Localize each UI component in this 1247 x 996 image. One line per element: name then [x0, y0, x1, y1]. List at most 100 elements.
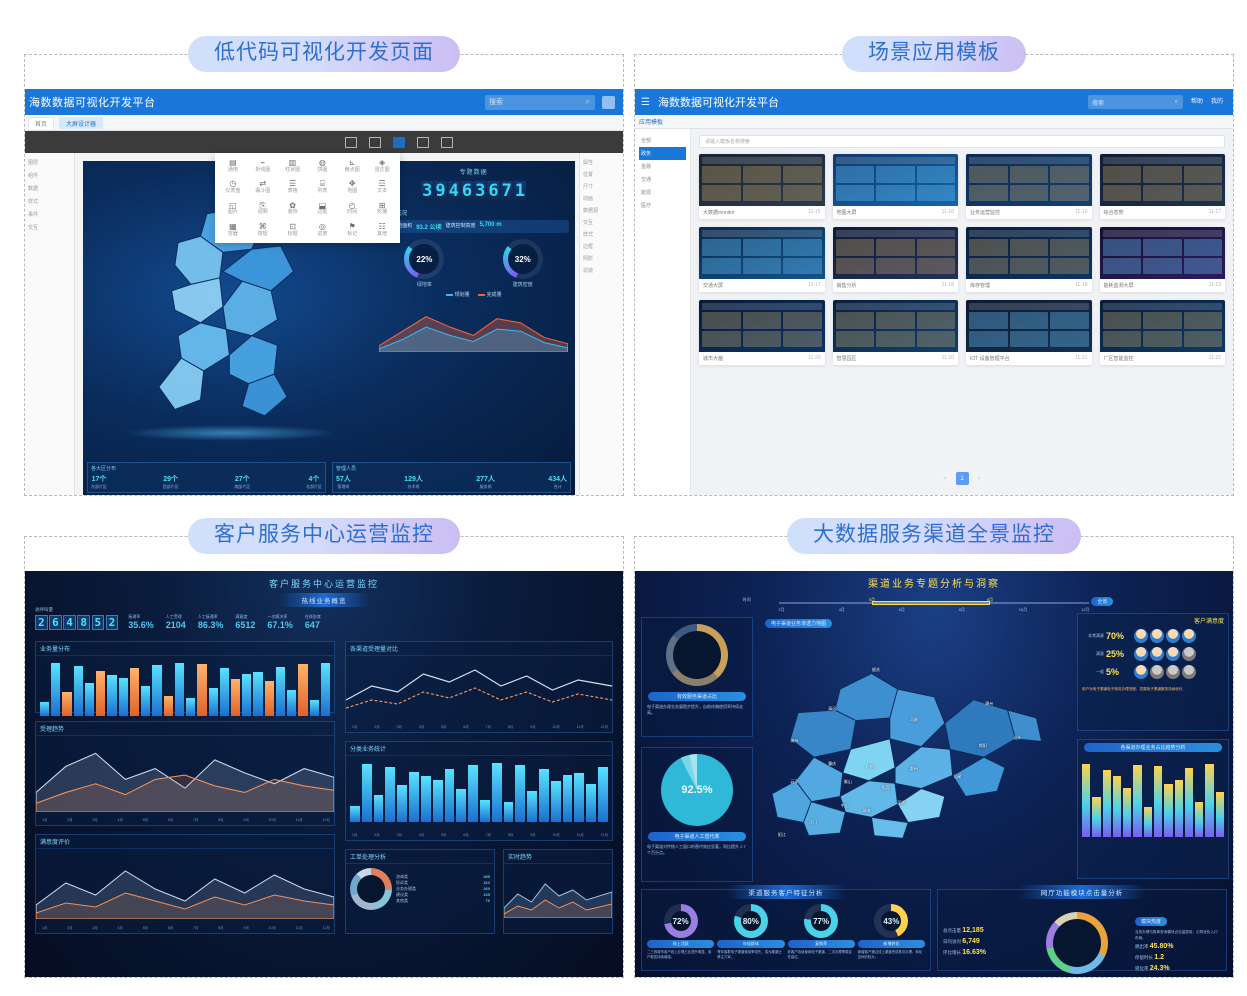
right-panel-item-2[interactable]: 尺寸 [583, 184, 594, 190]
component-item-0[interactable]: ▤ 通用 [219, 158, 247, 173]
bar-1 [361, 763, 372, 822]
right-panel-item-0[interactable]: 属性 [583, 160, 594, 166]
component-item-9[interactable]: ⌸ 列表 [309, 179, 337, 194]
right-panel-item-4[interactable]: 数据源 [583, 208, 599, 214]
pagination-prev[interactable]: ‹ [938, 472, 952, 485]
sidebar-item-4[interactable]: 能源 [641, 190, 652, 196]
component-item-8[interactable]: ☰ 表格 [279, 179, 307, 194]
right-panel-item-1[interactable]: 位置 [583, 172, 594, 178]
component-library-flyout[interactable]: ▤ 通用 ⌁ 折线图 ▥ 柱状图 ◍ 饼图 ⊾ 散点图 ◈ 雷达图 ◷ 仪表盘 ⇄ 漏斗图 ☰ 表格 ⌸ 列表 ✥ 地图 ☲… [215, 153, 400, 244]
tab-app-template[interactable]: 应用模板 [639, 120, 664, 126]
component-item-15[interactable]: ⬓ 边框 [309, 201, 337, 216]
template-card[interactable]: 业务运营监控 11-16 [966, 154, 1092, 219]
panel-low-code-editor: 海数数据可视化开发平台 搜索 ⌕ 首页 大屏设计器 [24, 36, 624, 496]
sidebar-item-0[interactable]: 全部 [641, 138, 652, 144]
right-panel-item-5[interactable]: 交互 [583, 220, 594, 226]
card-title: 业务量分布 [36, 642, 334, 656]
component-item-10[interactable]: ✥ 地图 [338, 179, 366, 194]
pagination-next[interactable]: › [972, 472, 986, 485]
right-panel-item-9[interactable]: 滤镜 [583, 268, 594, 274]
left-panel-item-3[interactable]: 样式 [28, 199, 39, 205]
thumbnail-widget [1102, 330, 1141, 347]
component-item-13[interactable]: ⎘ 视频 [249, 201, 277, 216]
component-item-17[interactable]: ⊞ 轮播 [368, 201, 396, 216]
screenshot-template-gallery: ☰ 海数数据可视化开发平台 搜索 ⌕ 帮助 我的 应用模板 全部 政务 金融 交通 能源… [635, 89, 1233, 495]
template-card[interactable]: IOT 设备管理平台 11-21 [966, 300, 1092, 365]
card-title: 受理趋势 [36, 722, 334, 736]
thumbnail-widget [835, 184, 874, 201]
template-meta: IOT 设备管理平台 11-21 [966, 352, 1092, 365]
component-item-6[interactable]: ◷ 仪表盘 [219, 179, 247, 194]
card-desc: 电子渠道对传统人工窗口的替代效应显著，同比提升 2.7 个百分点。 [647, 844, 746, 855]
sidebar-item-1[interactable]: 政务 [639, 147, 686, 160]
right-properties-panel[interactable]: 属性位置尺寸动画数据源交互样式边框阴影滤镜 [579, 153, 623, 495]
axis-tick-7: 8月 [507, 833, 514, 837]
tab-designer[interactable]: 大屏设计器 [59, 116, 104, 129]
thumbnail-widget [1050, 184, 1089, 201]
left-panel[interactable]: 图层组件数据样式事件交互 [25, 153, 75, 495]
slider-selection[interactable]: 5月 9月 [869, 597, 993, 605]
hamburger-icon[interactable]: ☰ [641, 96, 650, 108]
component-item-2[interactable]: ▥ 柱状图 [279, 158, 307, 173]
template-card[interactable]: 交通大屏 11-17 [699, 227, 825, 292]
right-panel-item-3[interactable]: 动画 [583, 196, 594, 202]
thumbnail-preview [1102, 157, 1222, 203]
left-panel-item-1[interactable]: 组件 [28, 173, 39, 179]
right-panel-item-8[interactable]: 阴影 [583, 256, 594, 262]
component-item-5[interactable]: ◈ 雷达图 [368, 158, 396, 173]
tab-home[interactable]: 首页 [28, 116, 55, 129]
component-icon: ◷ [229, 179, 237, 189]
component-item-12[interactable]: ◱ 图片 [219, 201, 247, 216]
template-card[interactable]: 大数据monitor 11-15 [699, 154, 825, 219]
category-sidebar[interactable]: 全部政务金融交通能源医疗 [635, 129, 691, 495]
layout-icon[interactable] [345, 136, 357, 148]
sidebar-item-5[interactable]: 医疗 [641, 203, 652, 209]
component-item-11[interactable]: ☲ 文本 [368, 179, 396, 194]
component-item-21[interactable]: ◎ 进度 [309, 222, 337, 237]
sidebar-item-2[interactable]: 金融 [641, 164, 652, 170]
grid-icon[interactable] [369, 136, 381, 148]
axis-tick-7: 8月 [507, 725, 514, 729]
template-card[interactable]: 智慧园区 11-20 [832, 300, 958, 365]
left-panel-item-5[interactable]: 交互 [28, 225, 39, 231]
metric-label: 跳出率 [1135, 943, 1150, 949]
template-card[interactable]: 销售分析 11-18 [832, 227, 958, 292]
template-card[interactable]: 地图大屏 11-16 [832, 154, 958, 219]
right-panel-item-7[interactable]: 边框 [583, 244, 594, 250]
left-panel-item-4[interactable]: 事件 [28, 212, 39, 218]
region-dropdown[interactable]: 全省 [1091, 597, 1114, 606]
search-input[interactable]: 搜索 ⌕ [1087, 95, 1183, 109]
avatar[interactable] [602, 95, 615, 109]
template-card[interactable]: 综合态势 11-17 [1099, 154, 1225, 219]
component-item-7[interactable]: ⇄ 漏斗图 [249, 179, 277, 194]
action-mine[interactable]: 我的 [1210, 98, 1223, 105]
chart-icon[interactable] [393, 136, 405, 148]
component-item-16[interactable]: ◴ 时间 [338, 201, 366, 216]
component-item-22[interactable]: ⚑ 标记 [338, 222, 366, 237]
template-card[interactable]: 能耗监测大屏 11-19 [1099, 227, 1225, 292]
component-item-23[interactable]: ☷ 其他 [368, 222, 396, 237]
template-card[interactable]: 库存管理 11-18 [966, 227, 1092, 292]
component-item-4[interactable]: ⊾ 散点图 [338, 158, 366, 173]
component-item-19[interactable]: ⌘ 按钮 [249, 222, 277, 237]
left-panel-item-0[interactable]: 图层 [28, 160, 39, 166]
settings-icon[interactable] [441, 136, 453, 148]
action-help[interactable]: 帮助 [1190, 98, 1203, 105]
template-card[interactable]: 厂区智能监控 11-22 [1099, 300, 1225, 365]
stat-value: 29个 [163, 476, 179, 483]
search-input[interactable]: 搜索 ⌕ [485, 94, 595, 110]
pagination-page-1[interactable]: 1 [955, 472, 969, 485]
component-item-3[interactable]: ◍ 饼图 [309, 158, 337, 173]
sidebar-item-3[interactable]: 交通 [641, 177, 652, 183]
media-icon[interactable] [417, 136, 429, 148]
component-item-18[interactable]: ▦ 容器 [219, 222, 247, 237]
right-panel-item-6[interactable]: 样式 [583, 232, 594, 238]
card-desc: 电子渠道办理业务量稳步提升，自助终端使用率持续走高。 [647, 704, 743, 715]
left-panel-item-2[interactable]: 数据 [28, 186, 39, 192]
component-item-1[interactable]: ⌁ 折线图 [249, 158, 277, 173]
template-filter-input[interactable]: 请输入模板名称搜索 [699, 135, 1225, 148]
component-item-14[interactable]: ✿ 装饰 [279, 201, 307, 216]
template-card[interactable]: 城市大脑 11-20 [699, 300, 825, 365]
time-range-slider[interactable]: 5月 9月 2月 4月 6月 8月 10月 12月 [778, 597, 1090, 612]
component-item-20[interactable]: ⊡ 标题 [279, 222, 307, 237]
